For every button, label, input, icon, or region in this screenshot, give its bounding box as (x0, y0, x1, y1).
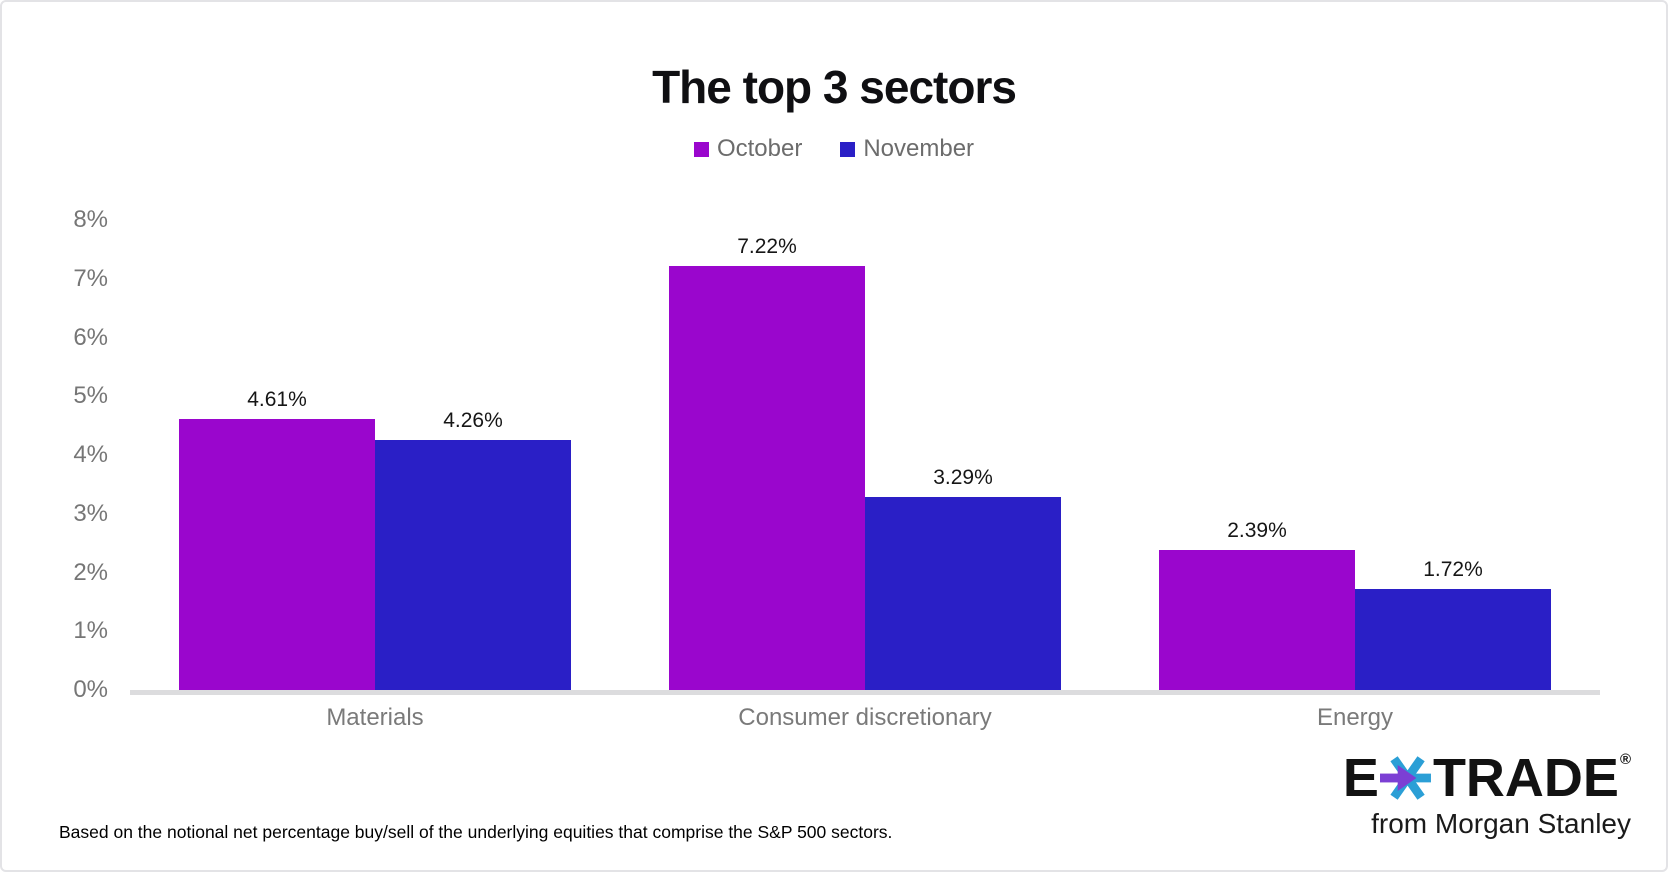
bar-group-consumer-discretionary: 7.22% 3.29% (620, 220, 1110, 690)
wordmark-trade: TRADE (1432, 748, 1619, 808)
etrade-star-icon (1379, 756, 1431, 800)
logo-tagline: from Morgan Stanley (1371, 808, 1631, 839)
bar-value-label: 7.22% (737, 234, 797, 258)
legend: October November (2, 135, 1666, 163)
bar-group-energy: 2.39% 1.72% (1110, 220, 1600, 690)
x-category-label: Materials (326, 704, 424, 731)
x-axis-line (130, 690, 1600, 695)
y-tick-label: 7% (73, 264, 108, 292)
bar-value-label: 3.29% (933, 465, 993, 489)
bar-november-consumer-discretionary: 3.29% (865, 466, 1061, 690)
legend-item-november: November (840, 135, 974, 163)
x-axis-labels: Materials Consumer discretionary Energy (130, 704, 1600, 732)
bar-value-label: 2.39% (1227, 518, 1287, 542)
bar-november-materials: 4.26% (375, 409, 571, 690)
bar-october-consumer-discretionary: 7.22% (669, 235, 865, 690)
etrade-wordmark: E TRADE ® (1343, 750, 1631, 806)
bar-value-label: 1.72% (1423, 557, 1483, 581)
y-axis: 0% 1% 2% 3% 4% 5% 6% 7% 8% (2, 206, 108, 703)
x-category-label: Consumer discretionary (738, 704, 992, 731)
y-tick-label: 4% (73, 441, 108, 468)
bar-group-materials: 4.61% 4.26% (130, 220, 620, 690)
y-tick-label: 2% (73, 558, 108, 586)
legend-swatch-icon (840, 141, 856, 157)
bar-october-materials: 4.61% (179, 388, 375, 690)
y-tick-label: 5% (73, 382, 108, 410)
y-tick-label: 1% (73, 617, 108, 645)
bar-october-energy: 2.39% (1159, 519, 1355, 690)
legend-label: November (863, 135, 975, 162)
legend-swatch-icon (693, 141, 709, 157)
legend-label: October (716, 135, 803, 162)
bar-value-label: 4.26% (443, 408, 503, 432)
y-tick-label: 6% (73, 323, 108, 351)
chart-title: The top 3 sectors (652, 61, 1017, 113)
x-category-label: Energy (1316, 704, 1394, 731)
y-tick-label: 0% (73, 676, 108, 703)
legend-item-october: October (693, 135, 803, 163)
plot-area: 4.61% 4.26% 7.22% 3.29% 2.39% 1.72% (130, 220, 1600, 690)
bar-november-energy: 1.72% (1355, 558, 1551, 690)
bar-value-label: 4.61% (247, 388, 307, 412)
registered-mark: ® (1619, 751, 1631, 768)
y-tick-label: 8% (73, 206, 108, 233)
etrade-logo: E TRADE ® from Morgan Stanley (1343, 750, 1631, 840)
y-tick-label: 3% (73, 499, 108, 527)
footnote: Based on the notional net percentage buy… (59, 822, 893, 842)
wordmark-e: E (1342, 748, 1379, 808)
